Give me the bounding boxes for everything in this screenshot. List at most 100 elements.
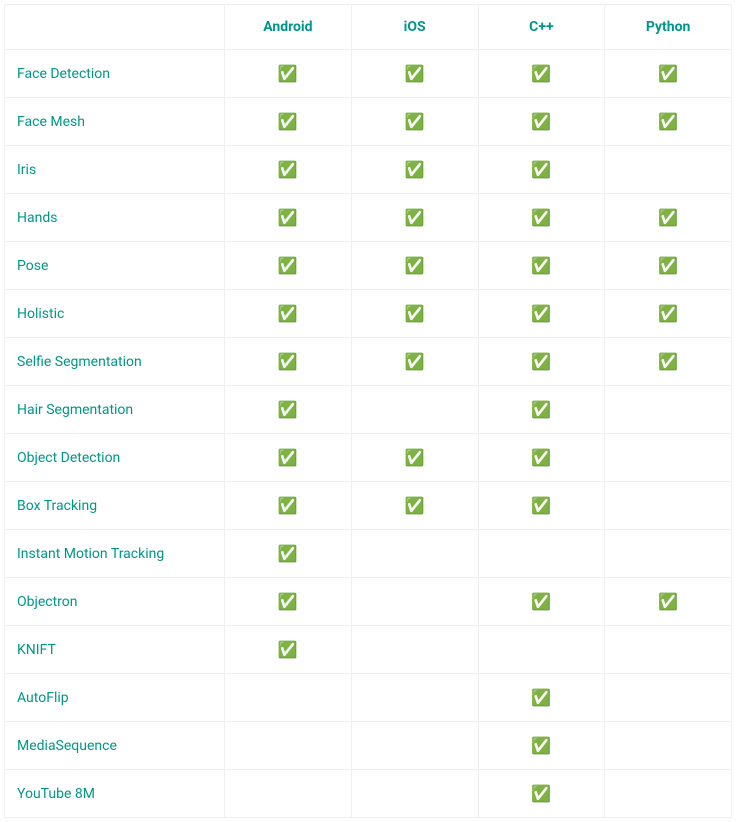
support-cell: ✅ (478, 194, 605, 242)
solution-link[interactable]: Hands (17, 210, 57, 226)
support-cell: ✅ (225, 98, 352, 146)
solution-link[interactable]: Object Detection (17, 450, 120, 466)
check-icon: ✅ (405, 352, 425, 371)
support-cell (225, 674, 352, 722)
support-cell: ✅ (225, 50, 352, 98)
row-label-cell: Instant Motion Tracking (5, 530, 225, 578)
check-icon: ✅ (405, 64, 425, 83)
row-label-cell: Object Detection (5, 434, 225, 482)
table-header-row: Android iOS C++ Python (5, 5, 732, 50)
solution-link[interactable]: Holistic (17, 306, 64, 322)
check-icon: ✅ (531, 352, 551, 371)
solution-link[interactable]: Selfie Segmentation (17, 354, 142, 370)
support-cell: ✅ (225, 434, 352, 482)
support-cell (351, 386, 478, 434)
check-icon: ✅ (278, 496, 298, 515)
support-cell: ✅ (478, 386, 605, 434)
check-icon: ✅ (531, 688, 551, 707)
support-cell (605, 626, 732, 674)
check-icon: ✅ (278, 208, 298, 227)
header-python: Python (605, 5, 732, 50)
support-cell (351, 578, 478, 626)
support-cell: ✅ (225, 482, 352, 530)
check-icon: ✅ (531, 400, 551, 419)
support-cell: ✅ (351, 482, 478, 530)
support-cell (478, 626, 605, 674)
support-cell (605, 770, 732, 818)
solution-link[interactable]: Objectron (17, 594, 78, 610)
solution-link[interactable]: YouTube 8M (17, 786, 95, 802)
solution-link[interactable]: Face Mesh (17, 114, 85, 130)
support-cell: ✅ (351, 434, 478, 482)
header-ios: iOS (351, 5, 478, 50)
solution-link[interactable]: MediaSequence (17, 738, 117, 754)
row-label-cell: KNIFT (5, 626, 225, 674)
solution-link[interactable]: Pose (17, 258, 48, 274)
support-cell (605, 386, 732, 434)
row-label-cell: Box Tracking (5, 482, 225, 530)
row-label-cell: MediaSequence (5, 722, 225, 770)
check-icon: ✅ (531, 304, 551, 323)
support-cell (351, 530, 478, 578)
solution-link[interactable]: KNIFT (17, 642, 56, 658)
table-row: Face Detection ✅ ✅ ✅ ✅ (5, 50, 732, 98)
check-icon: ✅ (405, 448, 425, 467)
check-icon: ✅ (658, 112, 678, 131)
solution-link[interactable]: Iris (17, 162, 36, 178)
solution-link[interactable]: Hair Segmentation (17, 402, 133, 418)
table-row: Objectron✅✅✅ (5, 578, 732, 626)
table-row: MediaSequence ✅ (5, 722, 732, 770)
check-icon: ✅ (658, 592, 678, 611)
check-icon: ✅ (278, 544, 298, 563)
support-cell: ✅ (605, 290, 732, 338)
support-cell: ✅ (225, 146, 352, 194)
support-cell: ✅ (478, 722, 605, 770)
solution-link[interactable]: Face Detection (17, 66, 110, 82)
row-label-cell: Face Detection (5, 50, 225, 98)
support-cell: ✅ (605, 98, 732, 146)
check-icon: ✅ (405, 208, 425, 227)
support-cell: ✅ (351, 146, 478, 194)
table-row: Hands✅✅✅✅ (5, 194, 732, 242)
check-icon: ✅ (278, 640, 298, 659)
solution-link[interactable]: Instant Motion Tracking (17, 546, 164, 562)
table-row: Holistic✅✅✅✅ (5, 290, 732, 338)
support-cell (351, 626, 478, 674)
check-icon: ✅ (278, 448, 298, 467)
solution-link[interactable]: AutoFlip (17, 690, 69, 706)
header-blank (5, 5, 225, 50)
check-icon: ✅ (278, 256, 298, 275)
solution-link[interactable]: Box Tracking (17, 498, 97, 514)
support-cell: ✅ (225, 242, 352, 290)
support-cell: ✅ (478, 146, 605, 194)
check-icon: ✅ (658, 256, 678, 275)
row-label-cell: Iris (5, 146, 225, 194)
check-icon: ✅ (531, 736, 551, 755)
check-icon: ✅ (658, 352, 678, 371)
support-cell: ✅ (225, 338, 352, 386)
support-cell (605, 674, 732, 722)
table-row: AutoFlip ✅ (5, 674, 732, 722)
support-cell (225, 770, 352, 818)
check-icon: ✅ (531, 208, 551, 227)
check-icon: ✅ (531, 64, 551, 83)
row-label-cell: AutoFlip (5, 674, 225, 722)
support-matrix-table: Android iOS C++ Python Face Detection✅✅✅… (4, 4, 732, 818)
row-label-cell: Face Mesh (5, 98, 225, 146)
table-row: Pose✅✅✅✅ (5, 242, 732, 290)
check-icon: ✅ (278, 160, 298, 179)
support-cell: ✅ (605, 338, 732, 386)
check-icon: ✅ (531, 448, 551, 467)
support-cell (351, 722, 478, 770)
check-icon: ✅ (278, 592, 298, 611)
support-cell: ✅ (478, 290, 605, 338)
check-icon: ✅ (531, 256, 551, 275)
header-android: Android (225, 5, 352, 50)
table-row: Box Tracking✅✅✅ (5, 482, 732, 530)
check-icon: ✅ (658, 64, 678, 83)
support-cell: ✅ (225, 578, 352, 626)
support-cell: ✅ (351, 50, 478, 98)
support-cell: ✅ (351, 98, 478, 146)
row-label-cell: YouTube 8M (5, 770, 225, 818)
table-row: YouTube 8M✅ (5, 770, 732, 818)
